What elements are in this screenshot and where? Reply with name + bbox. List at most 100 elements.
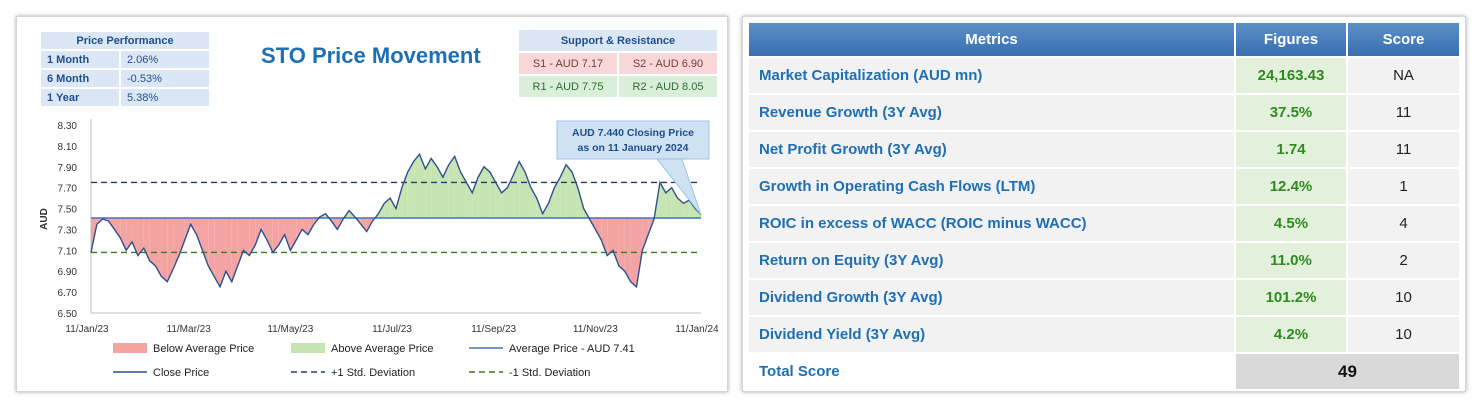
area-fill-segment: [384, 198, 391, 218]
y-axis-label: AUD: [39, 208, 50, 230]
legend-label: Close Price: [153, 367, 209, 379]
support-resistance-header: Support & Resistance: [519, 30, 717, 51]
area-fill-segment: [530, 187, 537, 218]
resistance-2: R2 - AUD 8.05: [619, 76, 717, 97]
area-fill-segment: [167, 217, 174, 282]
perf-label: 1 Year: [41, 89, 119, 106]
y-tick-label: 8.10: [58, 142, 78, 153]
area-fill-segment: [296, 217, 303, 240]
area-fill-segment: [261, 217, 267, 240]
legend-swatch: [291, 343, 325, 353]
x-tick-label: 11/Jan/23: [65, 324, 109, 335]
y-tick-label: 6.70: [58, 288, 78, 299]
perf-label: 1 Month: [41, 51, 119, 68]
y-tick-label: 7.50: [58, 205, 78, 216]
table-row: ROIC in excess of WACC (ROIC minus WACC)…: [749, 206, 1459, 241]
area-fill-segment: [642, 217, 649, 251]
x-tick-label: 11/May/23: [267, 324, 313, 335]
area-fill-segment: [126, 217, 133, 251]
legend-swatch: [113, 343, 147, 353]
metrics-panel: Metrics Figures Score Market Capitalizat…: [742, 16, 1466, 392]
area-fill-segment: [472, 177, 479, 218]
area-fill-segment: [519, 161, 526, 218]
area-fill-segment: [208, 217, 215, 277]
area-fill-segment: [624, 217, 631, 282]
metric-score: NA: [1348, 58, 1459, 93]
table-row: R1 - AUD 7.75 R2 - AUD 8.05: [519, 76, 717, 97]
score-column-header: Score: [1348, 23, 1459, 56]
area-fill-segment: [689, 200, 696, 218]
total-score-label: Total Score: [749, 354, 1234, 389]
table-row: Net Profit Growth (3Y Avg) 1.74 11: [749, 132, 1459, 167]
area-fill-segment: [272, 217, 279, 253]
area-fill-segment: [173, 217, 179, 270]
metric-figure: 12.4%: [1236, 169, 1346, 204]
area-fill-segment: [595, 217, 602, 240]
area-fill-segment: [308, 217, 314, 235]
y-tick-label: 6.90: [58, 267, 78, 278]
legend-label: Average Price - AUD 7.41: [509, 343, 635, 355]
y-tick-label: 7.10: [58, 246, 78, 257]
metric-name: Revenue Growth (3Y Avg): [749, 95, 1234, 130]
support-1: S1 - AUD 7.17: [519, 53, 617, 74]
area-fill-segment: [161, 217, 168, 282]
area-fill-segment: [419, 154, 426, 218]
area-fill-segment: [360, 217, 367, 232]
table-row: Revenue Growth (3Y Avg) 37.5% 11: [749, 95, 1459, 130]
area-fill-segment: [665, 187, 672, 218]
metric-name: Dividend Yield (3Y Avg): [749, 317, 1234, 352]
table-row: 1 Month 2.06%: [41, 51, 209, 68]
area-fill-segment: [554, 177, 561, 218]
x-tick-label: 11/Jul/23: [372, 324, 412, 335]
y-tick-label: 6.50: [58, 309, 78, 320]
legend-label: +1 Std. Deviation: [331, 367, 415, 379]
figures-column-header: Figures: [1236, 23, 1346, 56]
area-fill-segment: [437, 166, 443, 218]
metric-figure: 1.74: [1236, 132, 1346, 167]
area-fill-segment: [525, 172, 531, 218]
metric-figure: 24,163.43: [1236, 58, 1346, 93]
legend-label: Above Average Price: [331, 343, 434, 355]
table-row: Growth in Operating Cash Flows (LTM) 12.4…: [749, 169, 1459, 204]
perf-value: -0.53%: [121, 70, 209, 87]
area-fill-segment: [566, 164, 572, 218]
metric-figure: 11.0%: [1236, 243, 1346, 278]
close-price-line: [90, 152, 702, 289]
x-tick-label: 11/Mar/23: [167, 324, 212, 335]
x-tick-label: 11/Nov/23: [573, 324, 618, 335]
area-fill-segment: [636, 217, 643, 287]
area-fill-segment: [671, 187, 678, 218]
y-tick-label: 8.30: [58, 121, 78, 132]
table-row: Return on Equity (3Y Avg) 11.0% 2: [749, 243, 1459, 278]
area-fill-segment: [601, 217, 608, 256]
metric-name: Return on Equity (3Y Avg): [749, 243, 1234, 278]
table-row: Dividend Yield (3Y Avg) 4.2% 10: [749, 317, 1459, 352]
area-fill-segment: [196, 217, 203, 251]
area-fill-segment: [454, 156, 461, 218]
area-fill-segment: [214, 217, 221, 287]
metric-score: 10: [1348, 317, 1459, 352]
area-fill-segment: [132, 217, 138, 256]
area-fill-segment: [448, 156, 455, 218]
metric-name: Net Profit Growth (3Y Avg): [749, 132, 1234, 167]
perf-label: 6 Month: [41, 70, 119, 87]
metric-score: 10: [1348, 280, 1459, 315]
area-fill-segment: [284, 217, 291, 251]
area-fill-segment: [155, 217, 162, 277]
x-tick-label: 11/Jan/24: [675, 324, 719, 335]
area-fill-segment: [560, 164, 567, 218]
area-fill-segment: [401, 172, 408, 218]
area-fill-segment: [231, 217, 238, 282]
area-fill-segment: [489, 172, 496, 218]
annotation-text-line1: AUD 7.440 Closing Price: [572, 127, 694, 139]
table-row: Market Capitalization (AUD mn) 24,163.43 N…: [749, 58, 1459, 93]
total-row: Total Score 49: [749, 354, 1459, 389]
legend-label: -1 Std. Deviation: [509, 367, 590, 379]
area-fill-segment: [120, 217, 127, 251]
table-row: 1 Year 5.38%: [41, 89, 209, 106]
area-fill-segment: [425, 158, 432, 218]
area-fill-segment: [483, 166, 490, 218]
metric-score: 2: [1348, 243, 1459, 278]
annotation-box: [556, 120, 710, 160]
metric-score: 11: [1348, 95, 1459, 130]
